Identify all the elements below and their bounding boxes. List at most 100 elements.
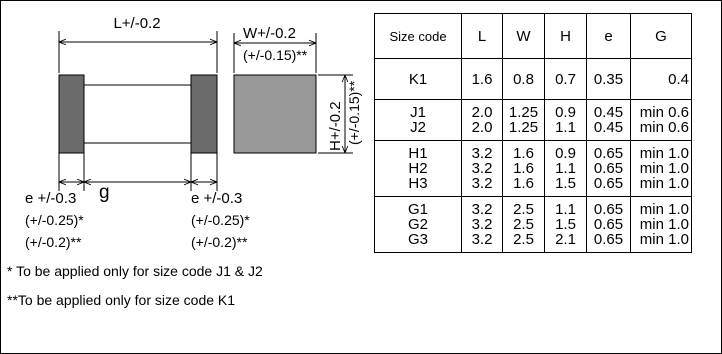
table-cell: 1.25 1.25 [502, 99, 545, 141]
table-cell: 0.45 0.45 [586, 99, 631, 141]
column-header: Size code [374, 13, 462, 59]
cell-value: 3.2 [471, 216, 493, 233]
table-cell: 0.35 [586, 58, 631, 100]
table-row-group: K1 1.6 0.8 0.7 0.35 0.4 [374, 58, 692, 100]
footnote-j1-j2: * To be applied only for size code J1 & … [7, 263, 263, 279]
cell-value: 0.9 [555, 145, 576, 162]
table-cell: 2.5 2.5 2.5 [502, 196, 545, 253]
cell-value: 0.9 [555, 104, 576, 121]
cell-value: 1.25 [508, 104, 539, 121]
cell-value: K1 [408, 70, 428, 88]
side-view-left-terminal [58, 74, 85, 154]
cell-value: 0.65 [593, 201, 624, 218]
column-header: e [586, 13, 631, 59]
cell-value: 3.2 [471, 145, 493, 162]
cell-value: 0.4 [668, 70, 689, 88]
column-header: G [630, 13, 692, 59]
height-label: H+/-0.2 [327, 101, 344, 151]
table-cell: 1.6 1.6 1.6 [502, 140, 545, 197]
table-cell: min 0.6 min 0.6 [630, 99, 692, 141]
cell-value: 0.65 [593, 231, 624, 248]
g-label: g [99, 182, 110, 203]
height-alt-label: (+/-0.15)** [346, 80, 362, 145]
table-cell: 3.2 3.2 3.2 [461, 196, 503, 253]
cell-value: 3.2 [471, 201, 493, 218]
cell-value: 0.65 [593, 216, 624, 233]
cell-value: 1.6 [513, 160, 534, 177]
cell-value: 1.5 [555, 216, 576, 233]
column-header: W [502, 13, 545, 59]
width-alt-label: (+/-0.15)** [243, 47, 308, 63]
cell-value: 2.5 [513, 231, 534, 248]
side-view-body [83, 84, 192, 144]
cell-value: 3.2 [471, 160, 493, 177]
column-header: L [461, 13, 503, 59]
cell-value: 1.1 [555, 201, 576, 218]
cell-value: 0.65 [593, 175, 624, 192]
size-code-cell: G1 G2 G3 [374, 196, 462, 253]
table-cell: 0.65 0.65 0.65 [586, 196, 631, 253]
cell-value: 0.65 [593, 160, 624, 177]
cell-value: min 0.6 [639, 104, 689, 121]
table-cell: 1.1 1.5 2.1 [544, 196, 587, 253]
cell-value: min 1.0 [639, 160, 689, 177]
cell-value: 1.6 [471, 70, 493, 88]
e-right-label: e +/-0.3 [191, 190, 242, 207]
table-cell: 0.65 0.65 0.65 [586, 140, 631, 197]
cell-value: H2 [408, 160, 428, 177]
cell-value: G2 [407, 216, 428, 233]
e-left-label: e +/-0.3 [25, 190, 76, 207]
table-cell: min 1.0 min 1.0 min 1.0 [630, 196, 692, 253]
cell-value: 2.5 [513, 216, 534, 233]
table-cell: 0.9 1.1 [544, 99, 587, 141]
cell-value: 2.0 [471, 119, 493, 136]
cell-value: G3 [407, 231, 428, 248]
size-code-cell: H1 H2 H3 [374, 140, 462, 197]
end-view-body [233, 74, 317, 154]
cell-value: min 1.0 [639, 216, 689, 233]
cell-value: 0.35 [593, 70, 624, 88]
cell-value: 1.25 [508, 119, 539, 136]
cell-value: min 1.0 [639, 175, 689, 192]
cell-value: min 1.0 [639, 201, 689, 218]
e-right-tolerance-2: (+/-0.2)** [191, 234, 248, 250]
e-left-tolerance-2: (+/-0.2)** [25, 234, 82, 250]
table-row-group: H1 H2 H3 3.2 3.2 3.2 1.6 1.6 1.6 0.9 1.1 1.5 0.65 0.6… [374, 140, 692, 197]
cell-value: 1.1 [555, 119, 576, 136]
table-cell: 1.6 [461, 58, 503, 100]
table-cell: min 1.0 min 1.0 min 1.0 [630, 140, 692, 197]
table-cell: 0.8 [502, 58, 545, 100]
table-cell: 0.9 1.1 1.5 [544, 140, 587, 197]
table-cell: 2.0 2.0 [461, 99, 503, 141]
cell-value: 1.6 [513, 145, 534, 162]
cell-value: min 1.0 [639, 145, 689, 162]
cell-value: 0.8 [513, 70, 534, 88]
table-row-group: J1 J2 2.0 2.0 1.25 1.25 0.9 1.1 0.45 0.45 min 0.6 m… [374, 99, 692, 141]
table-cell: 3.2 3.2 3.2 [461, 140, 503, 197]
cell-value: 1.5 [555, 175, 576, 192]
size-code-cell: K1 [374, 58, 462, 100]
e-right-tolerance-1: (+/-0.25)* [191, 212, 250, 228]
table-row-group: G1 G2 G3 3.2 3.2 3.2 2.5 2.5 2.5 1.1 1.5 2.1 0.65 0.6… [374, 196, 692, 253]
cell-value: 0.45 [593, 104, 624, 121]
table-cell: 0.4 [630, 58, 692, 100]
column-header: H [544, 13, 587, 59]
component-dimension-drawing: L+/-0.2 e +/-0.3 g e +/-0.3 (+/-0.25)* (… [25, 15, 362, 250]
cell-value: H1 [408, 145, 428, 162]
size-code-cell: J1 J2 [374, 99, 462, 141]
cell-value: 2.5 [513, 201, 534, 218]
cell-value: G1 [407, 201, 428, 218]
cell-value: 1.6 [513, 175, 534, 192]
cell-value: min 0.6 [639, 119, 689, 136]
footnote-k1: **To be applied only for size code K1 [7, 292, 236, 308]
cell-value: 2.0 [471, 104, 493, 121]
cell-value: J1 [410, 104, 426, 121]
table-cell: 0.7 [544, 58, 587, 100]
cell-value: J2 [410, 119, 426, 136]
length-label: L+/-0.2 [113, 15, 160, 32]
cell-value: 0.7 [555, 70, 576, 88]
cell-value: 3.2 [471, 231, 493, 248]
width-label: W+/-0.2 [243, 25, 296, 42]
table-header-row: Size code L W H e G [374, 13, 692, 59]
